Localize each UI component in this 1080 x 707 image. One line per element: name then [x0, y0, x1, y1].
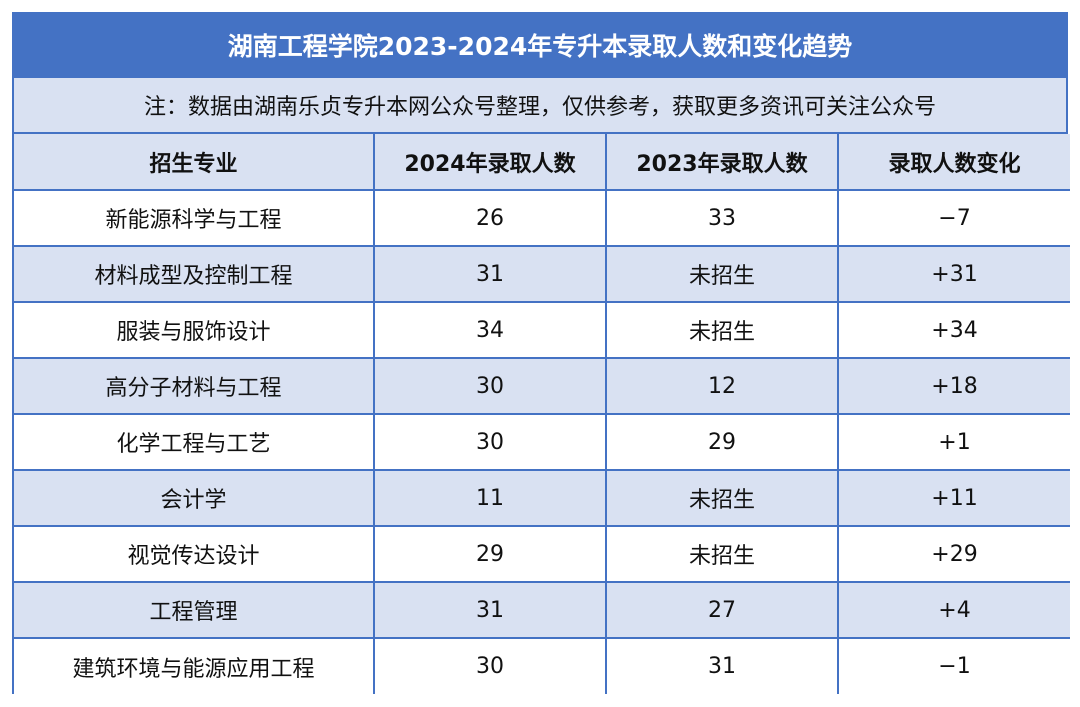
cell-2024-count: 29: [374, 526, 607, 583]
table-row: 高分子材料与工程 30 12 +18: [14, 358, 1070, 415]
table-row: 视觉传达设计 29 未招生 +29: [14, 526, 1070, 583]
admission-table-card: 湖南工程学院2023-2024年专升本录取人数和变化趋势 注：数据由湖南乐贞专升…: [12, 12, 1070, 694]
header-change: 录取人数变化: [838, 134, 1070, 191]
table-row: 新能源科学与工程 26 33 −7: [14, 190, 1070, 247]
cell-major: 高分子材料与工程: [14, 358, 375, 415]
cell-2024-count: 30: [374, 638, 607, 694]
cell-major: 化学工程与工艺: [14, 414, 375, 471]
table-row: 服装与服饰设计 34 未招生 +34: [14, 302, 1070, 359]
cell-2023-count: 未招生: [606, 246, 839, 303]
cell-major: 会计学: [14, 470, 375, 527]
cell-2023-count: 12: [606, 358, 839, 415]
cell-2024-count: 11: [374, 470, 607, 527]
cell-change: +31: [838, 246, 1070, 303]
table-title: 湖南工程学院2023-2024年专升本录取人数和变化趋势: [14, 14, 1066, 78]
table-row: 会计学 11 未招生 +11: [14, 470, 1070, 527]
cell-change: −1: [838, 638, 1070, 694]
cell-change: −7: [838, 190, 1070, 247]
header-2023-count: 2023年录取人数: [606, 134, 839, 191]
cell-major: 新能源科学与工程: [14, 190, 375, 247]
cell-2024-count: 31: [374, 246, 607, 303]
cell-major: 服装与服饰设计: [14, 302, 375, 359]
cell-change: +34: [838, 302, 1070, 359]
cell-major: 视觉传达设计: [14, 526, 375, 583]
cell-2024-count: 26: [374, 190, 607, 247]
cell-2023-count: 未招生: [606, 526, 839, 583]
header-major: 招生专业: [14, 134, 375, 191]
cell-major: 建筑环境与能源应用工程: [14, 638, 375, 694]
cell-2023-count: 未招生: [606, 470, 839, 527]
table-row: 建筑环境与能源应用工程 30 31 −1: [14, 638, 1070, 694]
cell-change: +29: [838, 526, 1070, 583]
cell-2024-count: 31: [374, 582, 607, 639]
cell-major: 材料成型及控制工程: [14, 246, 375, 303]
cell-2023-count: 27: [606, 582, 839, 639]
cell-change: +11: [838, 470, 1070, 527]
cell-change: +1: [838, 414, 1070, 471]
table-row: 工程管理 31 27 +4: [14, 582, 1070, 639]
cell-change: +18: [838, 358, 1070, 415]
cell-2024-count: 34: [374, 302, 607, 359]
cell-major: 工程管理: [14, 582, 375, 639]
cell-2023-count: 29: [606, 414, 839, 471]
cell-2023-count: 未招生: [606, 302, 839, 359]
table-note: 注：数据由湖南乐贞专升本网公众号整理，仅供参考，获取更多资讯可关注公众号: [14, 78, 1066, 134]
cell-2023-count: 31: [606, 638, 839, 694]
cell-change: +4: [838, 582, 1070, 639]
cell-2024-count: 30: [374, 358, 607, 415]
header-2024-count: 2024年录取人数: [374, 134, 607, 191]
table-header-row: 招生专业 2024年录取人数 2023年录取人数 录取人数变化: [14, 134, 1070, 191]
table-row: 材料成型及控制工程 31 未招生 +31: [14, 246, 1070, 303]
cell-2024-count: 30: [374, 414, 607, 471]
cell-2023-count: 33: [606, 190, 839, 247]
admission-table: 招生专业 2024年录取人数 2023年录取人数 录取人数变化 新能源科学与工程…: [14, 134, 1070, 694]
table-row: 化学工程与工艺 30 29 +1: [14, 414, 1070, 471]
